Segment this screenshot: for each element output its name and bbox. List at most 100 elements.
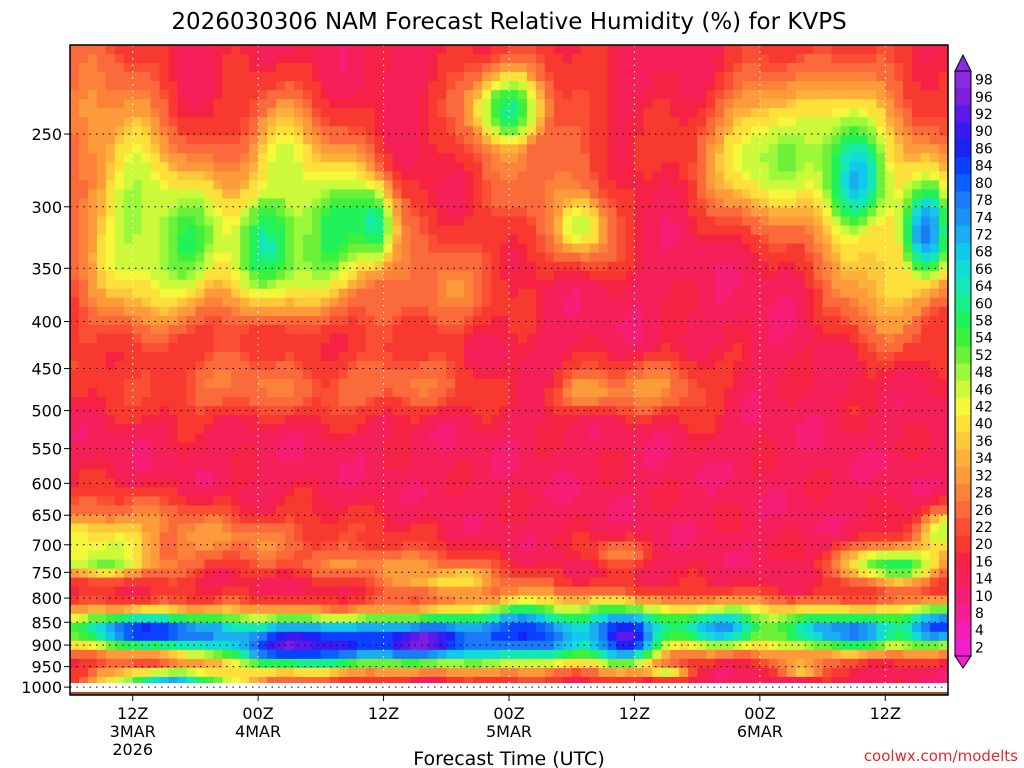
- heatmap-cell: [625, 288, 636, 299]
- heatmap-cell: [249, 406, 259, 416]
- heatmap-cell: [598, 198, 609, 209]
- heatmap-cell: [383, 487, 394, 497]
- heatmap-cell: [759, 189, 770, 200]
- heatmap-cell: [517, 469, 528, 479]
- heatmap-cell: [580, 496, 591, 507]
- heatmap-cell: [240, 117, 250, 127]
- heatmap-cell: [70, 270, 80, 281]
- heatmap-cell: [858, 234, 868, 245]
- heatmap-cell: [750, 379, 761, 389]
- heatmap-cell: [509, 469, 519, 479]
- heatmap-cell: [688, 99, 698, 109]
- heatmap-cell: [70, 379, 80, 389]
- heatmap-cell: [87, 234, 98, 245]
- heatmap-cell: [858, 306, 868, 317]
- heatmap-cell: [544, 162, 555, 172]
- heatmap-cell: [939, 342, 948, 353]
- heatmap-cell: [105, 379, 116, 389]
- heatmap-cell: [706, 144, 716, 154]
- heatmap-cell: [258, 469, 268, 479]
- heatmap-cell: [482, 324, 492, 335]
- heatmap-cell: [464, 252, 474, 263]
- heatmap-cell: [383, 90, 394, 100]
- heatmap-cell: [876, 135, 886, 145]
- heatmap-cell: [894, 306, 904, 317]
- heatmap-cell: [276, 496, 286, 507]
- heatmap-cell: [473, 397, 483, 407]
- heatmap-cell: [168, 460, 179, 470]
- heatmap-cell: [939, 54, 948, 64]
- heatmap-cell: [562, 315, 573, 326]
- heatmap-cell: [186, 315, 197, 326]
- heatmap-cell: [365, 126, 376, 136]
- heatmap-cell: [392, 297, 403, 308]
- heatmap-cell: [562, 460, 573, 470]
- heatmap-cell: [374, 288, 385, 299]
- heatmap-cell: [168, 442, 179, 452]
- heatmap-cell: [365, 279, 376, 290]
- heatmap-cell: [446, 153, 456, 163]
- heatmap-cell: [473, 496, 483, 507]
- heatmap-cell: [491, 180, 501, 191]
- heatmap-cell: [482, 279, 492, 290]
- heatmap-cell: [894, 243, 904, 254]
- heatmap-cell: [338, 144, 349, 154]
- heatmap-cell: [392, 360, 403, 371]
- heatmap-cell: [777, 388, 788, 398]
- heatmap-cell: [87, 496, 98, 507]
- heatmap-cell: [365, 180, 376, 191]
- heatmap-cell: [930, 234, 940, 245]
- heatmap-cell: [437, 81, 447, 91]
- heatmap-cell: [912, 433, 922, 443]
- heatmap-cell: [365, 45, 376, 55]
- heatmap-cell: [804, 288, 815, 299]
- heatmap-cell: [204, 243, 214, 254]
- heatmap-cell: [634, 207, 644, 218]
- heatmap-cell: [473, 478, 483, 488]
- heatmap-cell: [679, 117, 689, 127]
- heatmap-cell: [320, 207, 331, 218]
- heatmap-cell: [894, 460, 904, 470]
- heatmap-cell: [401, 370, 412, 380]
- heatmap-cell: [517, 288, 528, 299]
- heatmap-cell: [607, 415, 618, 425]
- heatmap-cell: [320, 442, 331, 452]
- heatmap-cell: [446, 370, 456, 380]
- heatmap-cell: [96, 478, 107, 488]
- heatmap-cell: [598, 397, 609, 407]
- heatmap-cell: [939, 270, 948, 281]
- heatmap-cell: [741, 333, 752, 344]
- heatmap-cell: [105, 117, 116, 127]
- heatmap-cell: [670, 99, 680, 109]
- heatmap-cell: [419, 415, 429, 425]
- heatmap-cell: [455, 297, 465, 308]
- heatmap-cell: [759, 72, 770, 82]
- heatmap-cell: [258, 297, 268, 308]
- heatmap-cell: [517, 63, 528, 73]
- heatmap-cell: [894, 261, 904, 272]
- heatmap-cell: [930, 117, 940, 127]
- heatmap-cell: [786, 216, 797, 227]
- heatmap-cell: [70, 99, 80, 109]
- heatmap-cell: [795, 324, 806, 335]
- heatmap-cell: [616, 108, 627, 118]
- heatmap-cell: [750, 388, 761, 398]
- heatmap-cell: [276, 144, 286, 154]
- heatmap-cell: [491, 198, 501, 209]
- heatmap-cell: [741, 342, 752, 353]
- heatmap-cell: [535, 234, 546, 245]
- heatmap-cell: [419, 216, 429, 227]
- heatmap-cell: [482, 63, 492, 73]
- heatmap-cell: [535, 415, 546, 425]
- heatmap-cell: [544, 469, 555, 479]
- heatmap-cell: [285, 433, 295, 443]
- heatmap-cell: [553, 90, 564, 100]
- heatmap-cell: [96, 54, 107, 64]
- heatmap-cell: [517, 270, 528, 281]
- heatmap-cell: [795, 279, 806, 290]
- heatmap-cell: [535, 162, 546, 172]
- heatmap-cell: [750, 297, 761, 308]
- heatmap-cell: [491, 487, 501, 497]
- heatmap-cell: [392, 207, 403, 218]
- heatmap-cell: [455, 379, 465, 389]
